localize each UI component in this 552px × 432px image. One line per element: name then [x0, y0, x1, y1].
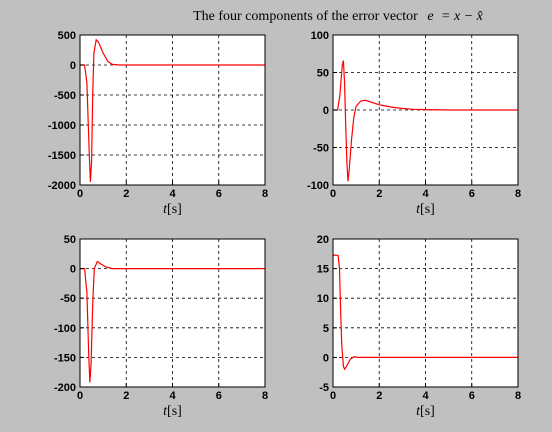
x-tick-label: 4	[169, 390, 176, 402]
series-line	[333, 60, 518, 182]
x-axis-label-unit: [s]	[167, 404, 182, 419]
y-tick-label: -5	[319, 382, 329, 394]
y-tick-label: 500	[58, 30, 76, 42]
x-tick-label: 8	[515, 390, 521, 402]
y-tick-label: 50	[64, 234, 76, 246]
y-tick-label: 15	[317, 264, 329, 276]
x-tick-label: 6	[216, 390, 222, 402]
y-tick-label: -1000	[48, 120, 76, 132]
x-axis-label: t[s]	[163, 404, 182, 419]
y-tick-label: 0	[70, 264, 76, 276]
x-tick-label: 2	[376, 390, 382, 402]
x-axis-label: t[s]	[416, 404, 435, 419]
x-tick-label: 4	[422, 188, 429, 200]
subplot-3: 0 2 4 6 8 50 0 -50 -100 -150 -200 t[s]	[54, 234, 268, 419]
y-tick-label: 20	[317, 234, 329, 246]
x-tick-label: 0	[330, 188, 336, 200]
x-tick-label: 4	[169, 188, 176, 200]
x-tick-label: 8	[515, 188, 521, 200]
x-axis-label-unit: [s]	[167, 202, 182, 217]
x-tick-label: 0	[330, 390, 336, 402]
x-tick-label: 6	[469, 390, 475, 402]
x-axis-label-var: t	[416, 202, 421, 217]
figure-title: The four components of the error vector …	[193, 9, 484, 24]
y-tick-label: 10	[317, 293, 329, 305]
x-tick-label: 2	[123, 188, 129, 200]
y-tick-label: 5	[323, 323, 329, 335]
x-tick-label: 2	[376, 188, 382, 200]
y-tick-label: 0	[323, 105, 329, 117]
y-tick-label: -2000	[48, 180, 76, 192]
x-tick-label: 6	[216, 188, 222, 200]
x-tick-label: 4	[422, 390, 429, 402]
series-line	[80, 38, 265, 183]
y-tick-label: -50	[313, 143, 329, 155]
title-text: The four components of the error vector	[193, 9, 418, 24]
x-axis-label-var: t	[416, 404, 421, 419]
x-tick-label: 8	[262, 188, 268, 200]
y-tick-label: 50	[317, 68, 329, 80]
series-line	[80, 260, 265, 383]
y-tick-label: -1500	[48, 150, 76, 162]
x-tick-label: 2	[123, 390, 129, 402]
x-axis-label: t[s]	[416, 202, 435, 217]
y-tick-label: -200	[54, 382, 76, 394]
x-axis-label-var: t	[163, 202, 168, 217]
x-tick-label: 0	[77, 390, 83, 402]
x-axis-label-var: t	[163, 404, 168, 419]
x-axis-label-unit: [s]	[420, 202, 435, 217]
y-tick-label: -150	[54, 352, 76, 364]
y-tick-label: 100	[311, 30, 329, 42]
y-tick-label: 0	[323, 352, 329, 364]
y-tick-label: -100	[54, 323, 76, 335]
y-tick-label: 0	[70, 60, 76, 72]
x-tick-label: 6	[469, 188, 475, 200]
title-math-rhs: = x − x̂	[441, 9, 484, 24]
x-axis-label: t[s]	[163, 202, 182, 217]
x-tick-label: 8	[262, 390, 268, 402]
subplot-2: 0 2 4 6 8 100 50 0 -50 -100 t[s]	[307, 30, 521, 217]
y-tick-label: -100	[307, 180, 329, 192]
y-tick-label: -50	[60, 293, 76, 305]
title-math-lhs: e	[427, 9, 433, 24]
y-tick-label: -500	[54, 90, 76, 102]
series-line	[332, 254, 518, 371]
subplot-1: 0 2 4 6 8 500 0 -500 -1000 -1500 -2000 t[s]	[48, 30, 268, 217]
x-axis-label-unit: [s]	[420, 404, 435, 419]
x-tick-label: 0	[77, 188, 83, 200]
